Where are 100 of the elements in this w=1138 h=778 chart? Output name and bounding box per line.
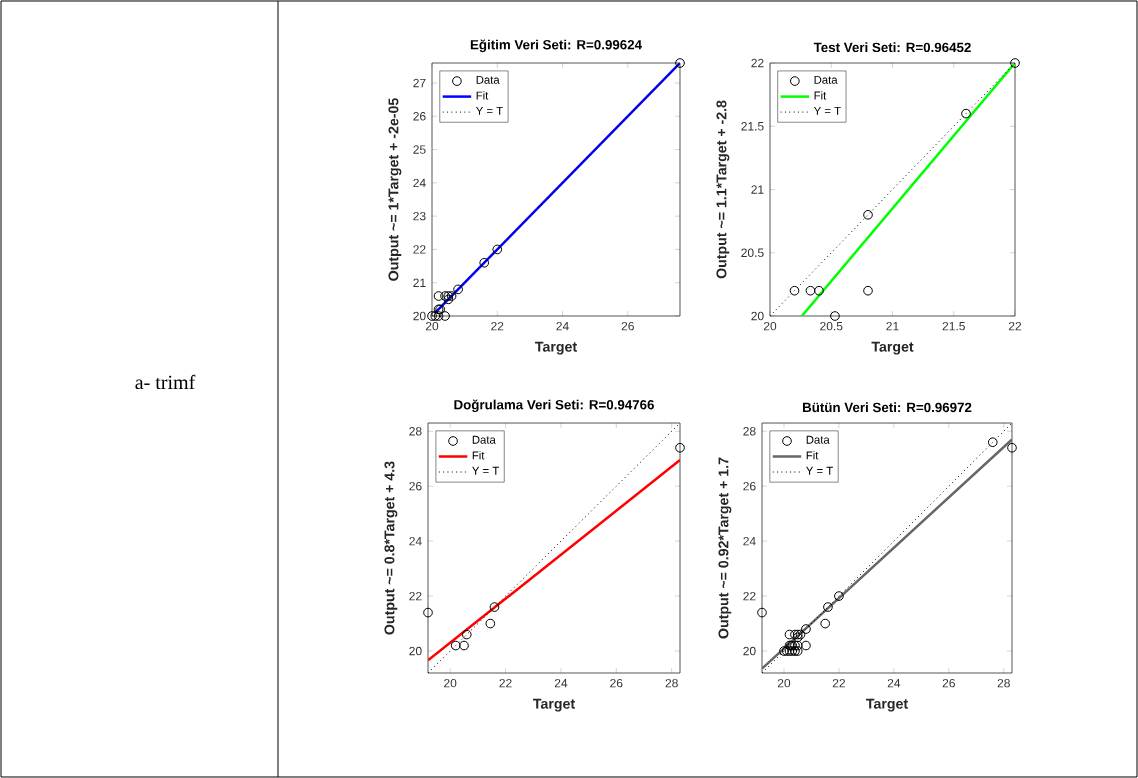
point [459,640,469,651]
x-tick-label: 26 [610,678,623,688]
y-tick-label: 24 [743,536,756,546]
point [961,108,971,119]
x-tick-label: 22 [832,678,845,688]
legend-label: Data [806,435,830,444]
y-tick-label: 22 [743,591,756,601]
point [830,311,840,321]
legend-label: Fit [472,451,485,460]
point [805,285,816,296]
point [1007,442,1017,453]
y-tick-label: 26 [743,481,756,491]
x-tick-label: 20 [425,321,439,331]
legend-label: Data [814,75,838,84]
x-tick-label: 26 [942,678,955,688]
y-axis-title: Output ~= 1.1*Target + -2.8 [716,100,730,279]
legend-label: Y = T [806,466,833,475]
point [789,285,800,296]
y-tick-label: 22 [409,591,422,601]
legend-label: Y = T [813,106,841,115]
x-axis-title: Target [533,698,575,712]
y-tick-label: 20 [743,646,756,656]
x-tick-label: 20 [777,678,791,688]
point [863,285,873,296]
y-tick-label: 24 [413,178,426,188]
chart-title: Test Veri Seti: R=0.96452 [813,42,971,53]
y-tick-label: 21 [413,278,426,287]
y-tick-label: 20.5 [741,248,764,257]
y-tick-label: 22 [751,58,764,68]
x-tick-label: 21 [886,321,899,331]
x-tick-label: 28 [997,678,1010,688]
legend-label: Y = T [475,106,503,115]
point [834,591,844,601]
point [784,629,795,640]
x-tick-label: 22 [1008,321,1022,331]
point [1010,58,1020,68]
y-tick-label: 28 [743,427,756,436]
y-tick-label: 21.5 [741,122,764,131]
x-axis-title: Target [871,341,914,355]
x-tick-label: 22 [491,321,504,331]
y-tick-label: 24 [409,536,422,546]
point [675,442,685,453]
y-tick-label: 27 [413,78,426,88]
y-tick-label: 20 [751,311,764,321]
point [443,294,454,305]
point [820,618,831,629]
y-tick-label: 23 [413,211,426,221]
x-tick-label: 26 [621,321,634,331]
legend-label: Data [472,435,496,444]
chart-title: Eğitim Veri Seti: R=0.99624 [470,39,642,53]
point [863,209,873,220]
legend-label: Data [476,75,500,84]
point [757,607,767,618]
y-tick-label: 26 [413,112,426,121]
x-tick-label: 24 [556,321,569,331]
point [440,291,450,301]
point [485,618,496,629]
point [433,291,444,301]
legend-label: Fit [476,91,489,100]
x-tick-label: 28 [665,678,678,688]
point [814,285,824,296]
x-axis-title: Target [866,698,908,712]
y-axis-title: Output ~= 0.92*Target + 1.7 [718,457,732,639]
y-tick-label: 20 [409,646,422,656]
point [461,629,472,640]
legend-label: Y = T [472,466,499,475]
legend-label: Fit [814,91,827,100]
chart-title: Bütün Veri Seti: R=0.96972 [802,402,972,413]
y-axis-title: Output ~= 1*Target + -2e-05 [388,98,402,281]
y-tick-label: 20 [413,311,426,321]
y-tick-label: 22 [413,245,426,254]
point [823,602,833,612]
point [427,311,437,321]
point [801,640,811,651]
y-tick-label: 28 [409,427,422,436]
point [489,602,500,612]
point [423,607,433,618]
point [492,244,503,255]
x-tick-label: 20 [763,321,777,331]
x-tick-label: 20 [444,678,457,688]
x-tick-label: 21.5 [942,321,965,331]
point [987,437,998,448]
y-tick-label: 25 [413,145,426,154]
legend-label: Fit [806,451,819,460]
point [450,640,461,651]
point [453,284,463,295]
y-tick-label: 21 [751,185,764,194]
x-tick-label: 22 [499,678,512,688]
y-axis-title: Output ~= 0.8*Target + 4.3 [384,461,398,635]
point [440,311,450,321]
point [675,58,685,68]
text: a- trimf [135,374,196,390]
x-tick-label: 24 [554,678,568,688]
y-tick-label: 26 [409,481,422,491]
x-axis-title: Target [535,341,577,355]
x-tick-label: 24 [887,678,901,688]
chart-title: Doğrulama Veri Seti: R=0.94766 [454,399,654,413]
point [479,257,490,268]
point [801,624,811,634]
x-tick-label: 20.5 [820,321,843,331]
